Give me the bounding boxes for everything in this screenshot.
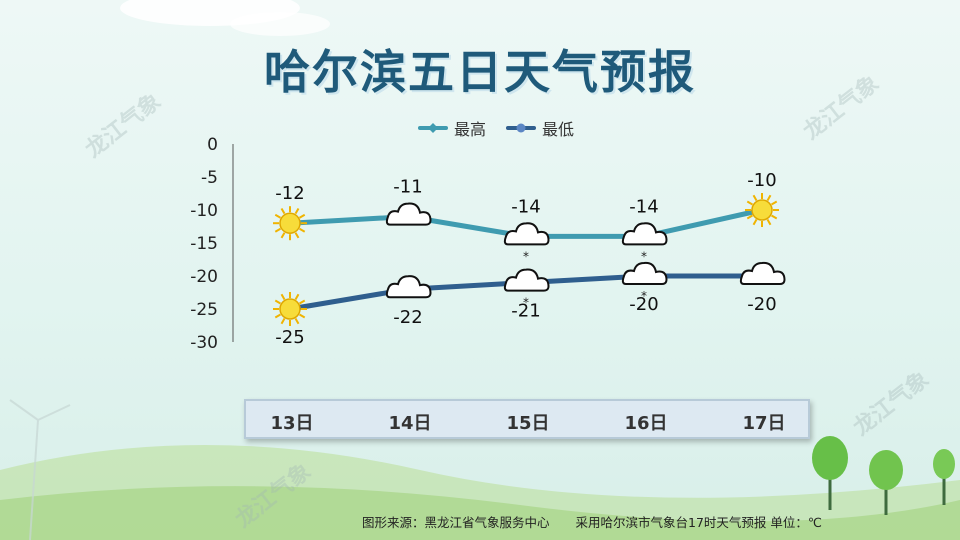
low-temp-label: -21 — [511, 301, 540, 322]
y-tick-label: -25 — [190, 300, 218, 320]
footer-note: 采用哈尔滨市气象台17时天气预报 单位：℃ — [575, 515, 822, 530]
date-label: 14日 — [388, 413, 432, 434]
footer-source: 图形来源：黑龙江省气象服务中心 — [362, 515, 550, 530]
low-temp-label: -20 — [629, 294, 658, 315]
cloudy-icon — [385, 275, 432, 299]
page-title: 哈尔滨五日天气预报 — [264, 45, 696, 99]
svg-text:*: * — [523, 249, 529, 263]
low-temp-label: -22 — [393, 307, 422, 328]
high-temp-label: -12 — [275, 183, 304, 204]
high-temp-label: -14 — [511, 196, 540, 217]
snow-icon: * — [503, 222, 550, 263]
y-tick-label: -30 — [190, 333, 218, 353]
legend-swatch-high — [418, 121, 448, 135]
snow-icon: * — [621, 222, 668, 263]
chart-legend: 最高 最低 — [418, 116, 574, 140]
snow-icon: * — [621, 261, 668, 303]
y-tick-label: -20 — [190, 267, 218, 287]
legend-swatch-low — [506, 121, 537, 135]
cloudy-icon — [385, 202, 432, 226]
sunny-icon — [273, 292, 307, 326]
legend-item-high: 最高 — [418, 116, 486, 140]
y-tick-label: -15 — [190, 234, 218, 254]
date-axis-bar: 13日 14日 15日 16日 17日 — [244, 399, 810, 439]
date-label: 13日 — [270, 413, 314, 434]
snow-icon: * — [503, 268, 550, 310]
legend-item-low: 最低 — [506, 116, 574, 140]
svg-text:*: * — [641, 289, 647, 303]
high-temp-label: -10 — [747, 170, 776, 191]
date-label: 17日 — [742, 413, 786, 434]
svg-text:*: * — [641, 249, 647, 263]
sunny-icon — [745, 193, 779, 227]
svg-text:*: * — [523, 296, 529, 310]
low-temp-label: -20 — [747, 294, 776, 315]
date-label: 16日 — [624, 413, 668, 434]
high-temp-label: -14 — [629, 196, 658, 217]
legend-label-low: 最低 — [542, 120, 575, 139]
y-tick-label: -10 — [190, 201, 218, 221]
date-label: 15日 — [506, 413, 550, 434]
low-temp-label: -25 — [275, 327, 304, 348]
cloudy-icon — [739, 261, 786, 285]
high-temp-label: -11 — [393, 177, 422, 198]
sunny-icon — [273, 206, 307, 241]
y-tick-label: 0 — [207, 135, 218, 155]
footer: 图形来源：黑龙江省气象服务中心 采用哈尔滨市气象台17时天气预报 单位：℃ — [362, 512, 822, 531]
y-tick-label: -5 — [201, 168, 218, 188]
legend-label-high: 最高 — [454, 120, 487, 139]
